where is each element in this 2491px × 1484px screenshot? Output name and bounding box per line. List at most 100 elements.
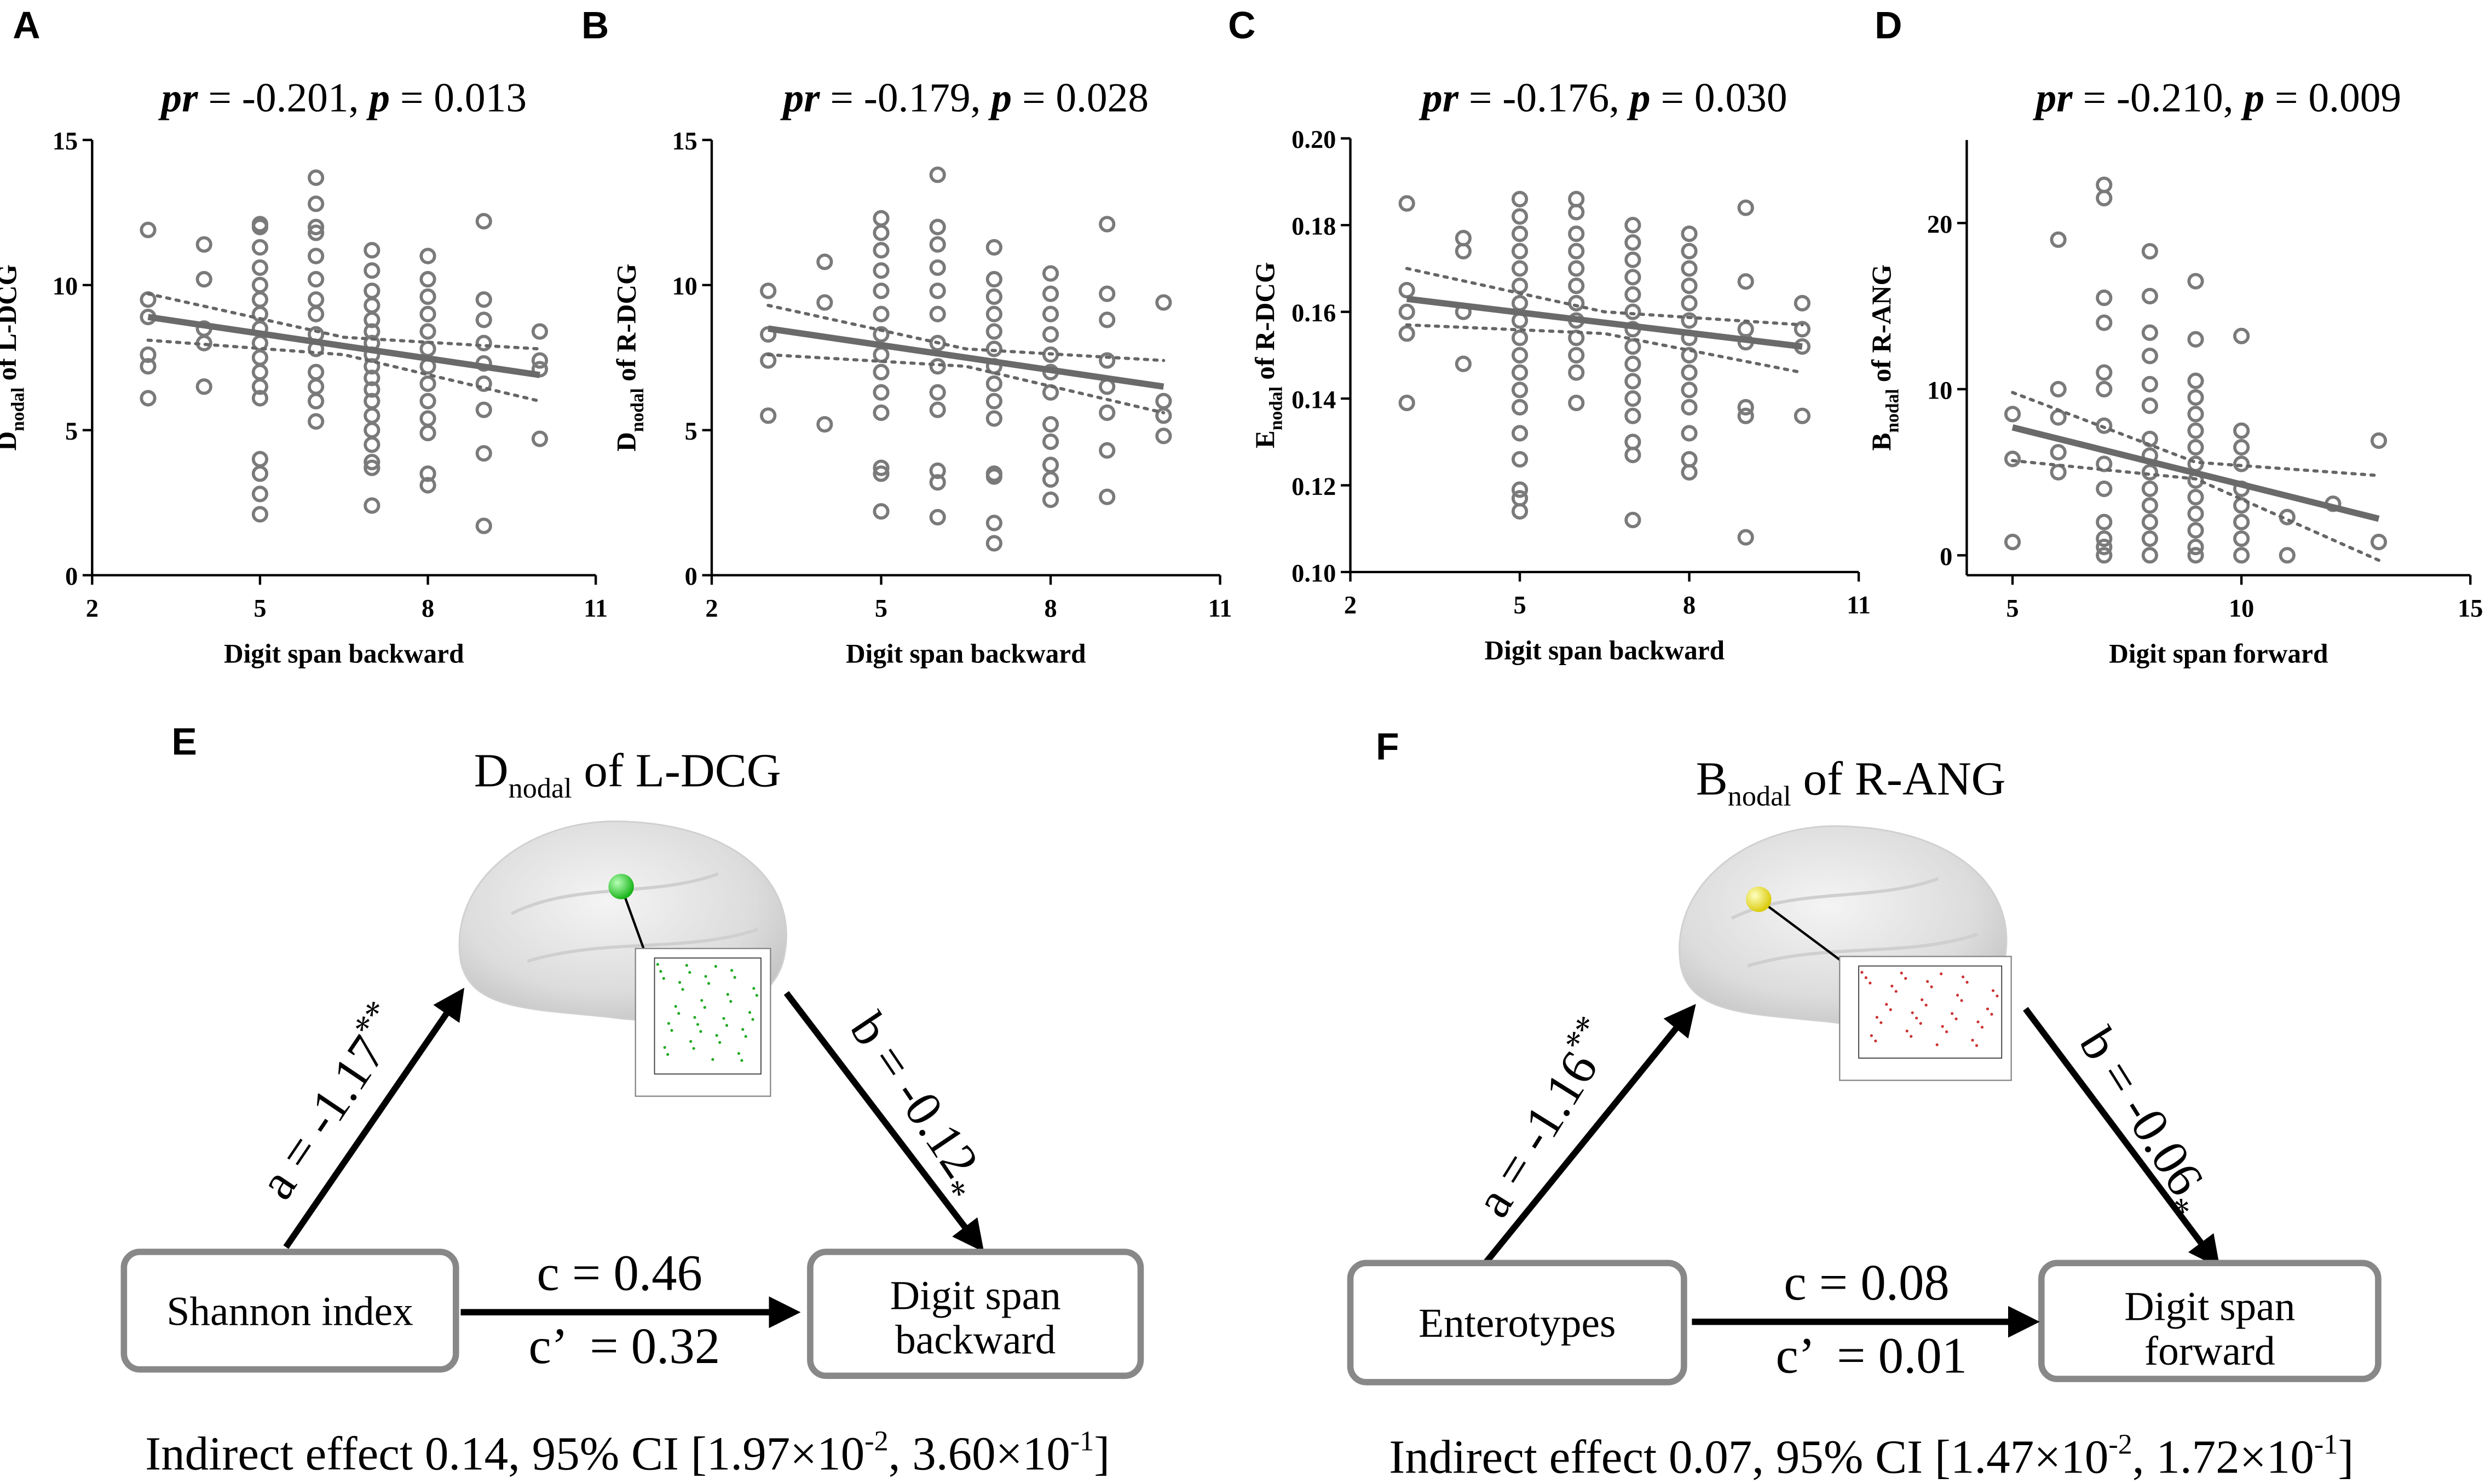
data-point [195,378,212,395]
data-point [2187,406,2204,423]
inset-dot [718,1041,722,1044]
node-marker [1746,886,1772,912]
data-point [2141,480,2158,498]
data-point [2233,530,2250,547]
data-point [475,517,492,534]
inset-dot [1905,1029,1908,1033]
inset-dot [681,988,684,991]
inset-dot [700,998,704,1002]
data-point [2233,422,2250,439]
data-point [873,465,890,482]
data-point [873,210,890,227]
data-point [1624,407,1641,424]
x-tick-label: 5 [875,594,887,622]
data-point [308,271,325,288]
chart-title-part: = -0.210, [2073,75,2244,120]
data-point [531,352,549,369]
data-point [1681,295,1698,311]
chart-title-part: = -0.179, [820,75,991,120]
chart-title: pr = -0.210, p = 0.009 [2033,75,2402,120]
data-point [873,404,890,421]
ci-upper [2011,391,2380,477]
chart-title-part: pr [158,75,198,120]
inset-dot [744,1035,747,1038]
data-point [251,218,269,235]
data-point [1624,338,1641,355]
chart-title-part: = -0.201, [198,75,369,120]
data-point [1099,311,1116,328]
data-point [2187,547,2204,564]
y-tick-label: 0.12 [1291,473,1336,501]
y-axis-label: Enodal of R-DCG [1250,262,1287,448]
data-point [2233,327,2250,344]
data-point [1511,190,1529,207]
inset-dot [1910,1035,1913,1038]
y-box-label: Digit span [890,1273,1061,1318]
data-point [1568,330,1585,347]
x-tick-label: 2 [1344,591,1357,619]
chart-title: pr = -0.176, p = 0.030 [1419,75,1787,120]
data-point [2096,530,2113,547]
data-point [2233,513,2250,530]
indirect-effect: Indirect effect 0.07, 95% CI [1.47×10-2,… [1389,1429,2354,1483]
indirect-effect-part: -1 [1070,1425,1094,1457]
data-point [419,323,436,340]
chart-title-part: p [988,75,1012,120]
data-point [1511,382,1529,399]
y-tick-label: 0.10 [1291,559,1336,587]
inset-dot [1990,1013,1993,1016]
data-point [2233,547,2250,564]
panel-letter: E [171,720,197,763]
chart-title-part: = 0.013 [390,75,527,120]
chart-title-part: = 0.028 [1012,75,1149,120]
x-box [1347,1260,1687,1385]
inset-dot [737,1052,741,1055]
data-point [1042,326,1059,343]
inset-dot [1961,975,1965,979]
data-point [308,363,325,380]
inset-dot [725,1024,729,1027]
inset-dot [689,1040,693,1043]
inset-dot [685,963,688,967]
x-tick-label: 2 [705,594,718,622]
data-point [2187,331,2204,348]
data-point [985,305,1002,322]
path-a-arrow [1483,1003,1696,1265]
chart-title-part: pr [2033,75,2073,120]
x-tick-label: 8 [1683,591,1696,619]
inset-dot [1996,994,1999,998]
data-point [1737,399,1754,416]
data-point [2096,189,2113,207]
y-tick-label: 5 [685,418,697,446]
data-point [2141,376,2158,392]
data-point [985,535,1002,552]
inset-dot [688,971,691,974]
data-point [2096,539,2113,556]
y-tick-label: 10 [1927,377,1952,405]
path-a-arrow [283,988,465,1249]
inset-dot [726,992,729,996]
data-point [985,323,1002,340]
data-point [1681,226,1698,242]
data-point [475,445,492,462]
data-point [1737,273,1754,290]
data-point [985,239,1002,256]
data-point [985,468,1002,485]
data-point [1624,217,1641,234]
data-point [475,311,492,328]
data-point [531,323,549,340]
data-point [1681,464,1698,481]
callout-line [1757,898,1853,971]
data-point [308,291,325,308]
data-point [2096,547,2113,564]
x-tick-label: 2 [86,594,99,622]
indirect-effect-part: -2 [2108,1429,2132,1460]
data-point [985,410,1002,427]
inset-dot [711,1058,714,1061]
data-point [419,288,436,305]
y-tick-label: 15 [53,128,78,155]
data-point [140,346,157,363]
data-point [929,401,946,418]
data-point [1568,226,1585,242]
data-point [1624,390,1641,407]
